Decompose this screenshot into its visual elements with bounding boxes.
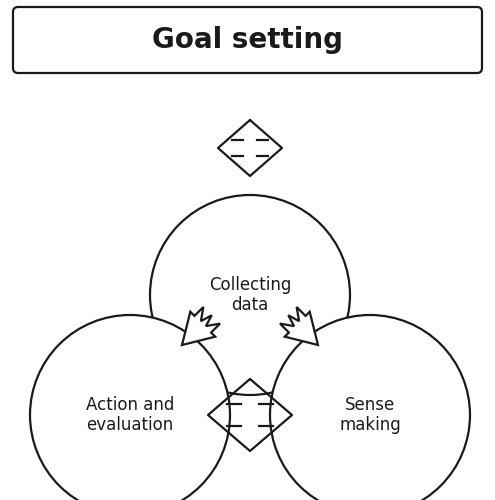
Circle shape	[270, 315, 470, 500]
Circle shape	[30, 315, 230, 500]
Circle shape	[150, 195, 350, 395]
Text: Collecting
data: Collecting data	[209, 276, 291, 314]
Polygon shape	[182, 307, 220, 345]
Text: Sense
making: Sense making	[339, 396, 401, 434]
FancyBboxPatch shape	[13, 7, 482, 73]
Text: Action and
evaluation: Action and evaluation	[86, 396, 174, 434]
Text: Goal setting: Goal setting	[152, 26, 343, 54]
Polygon shape	[280, 307, 318, 345]
